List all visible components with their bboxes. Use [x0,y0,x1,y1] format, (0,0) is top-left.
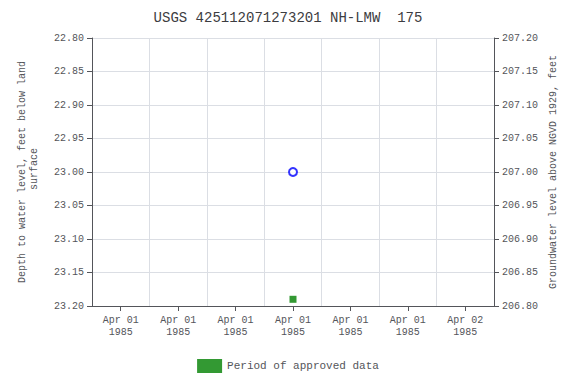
svg-text:22.95: 22.95 [54,133,84,144]
svg-text:206.85: 206.85 [502,267,538,278]
svg-text:Apr 01: Apr 01 [332,315,368,326]
svg-text:23.10: 23.10 [54,234,84,245]
svg-text:USGS 425112071273201 NH-LMW 1: USGS 425112071273201 NH-LMW 175 [154,10,423,26]
svg-text:207.20: 207.20 [502,33,538,44]
svg-text:22.80: 22.80 [54,33,84,44]
svg-text:Apr 01: Apr 01 [160,315,196,326]
svg-text:23.15: 23.15 [54,267,84,278]
svg-text:1985: 1985 [396,327,420,338]
svg-text:206.90: 206.90 [502,234,538,245]
svg-text:206.80: 206.80 [502,301,538,312]
svg-text:207.10: 207.10 [502,100,538,111]
svg-text:1985: 1985 [338,327,362,338]
svg-text:23.05: 23.05 [54,200,84,211]
svg-text:207.15: 207.15 [502,66,538,77]
svg-text:Apr 02: Apr 02 [447,315,483,326]
svg-text:Apr 01: Apr 01 [275,315,311,326]
svg-text:surface: surface [29,148,40,196]
svg-text:22.90: 22.90 [54,100,84,111]
svg-text:1985: 1985 [453,327,477,338]
svg-text:Groundwater level above NGVD 1: Groundwater level above NGVD 1929, feet [548,55,559,289]
svg-text:23.20: 23.20 [54,301,84,312]
svg-text:1985: 1985 [281,327,305,338]
svg-text:1985: 1985 [109,327,133,338]
svg-text:Depth to water level, feet bel: Depth to water level, feet below land [17,61,28,283]
svg-text:207.00: 207.00 [502,167,538,178]
svg-text:23.00: 23.00 [54,167,84,178]
svg-text:Apr 01: Apr 01 [390,315,426,326]
svg-text:206.95: 206.95 [502,200,538,211]
svg-text:1985: 1985 [224,327,248,338]
svg-text:1985: 1985 [166,327,190,338]
svg-text:Apr 01: Apr 01 [103,315,139,326]
svg-text:22.85: 22.85 [54,66,84,77]
svg-text:207.05: 207.05 [502,133,538,144]
svg-text:Apr 01: Apr 01 [218,315,254,326]
svg-text:Period of approved data: Period of approved data [227,360,379,372]
